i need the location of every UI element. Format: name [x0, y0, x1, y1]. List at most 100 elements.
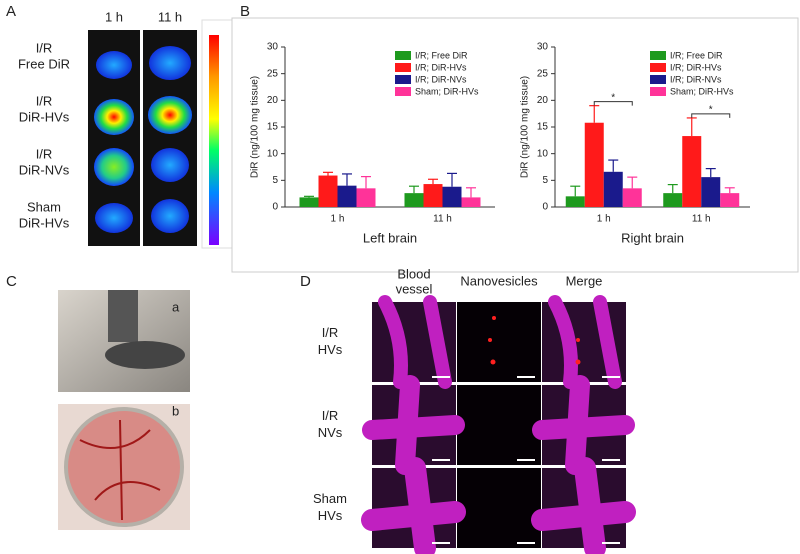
bar [682, 136, 702, 207]
bar [603, 171, 623, 207]
brain [95, 203, 133, 233]
legend-swatch [395, 51, 411, 60]
significance-mark: * [709, 105, 713, 116]
legend-label: I/R; DiR-HVs [670, 62, 722, 72]
legend-swatch [395, 63, 411, 72]
vessels [79, 419, 161, 521]
panel-label: D [300, 273, 311, 290]
bar [720, 193, 740, 207]
row-label: I/R [36, 146, 53, 161]
y-tick-label: 20 [267, 95, 279, 106]
panel-b-frame [231, 17, 799, 273]
photo-label: b [172, 403, 179, 418]
bar [299, 197, 319, 207]
brain [149, 46, 191, 80]
scale-bars [432, 376, 620, 544]
micrograph [457, 385, 541, 465]
dot [576, 338, 580, 342]
brain [94, 99, 134, 135]
significance-mark: * [611, 92, 615, 103]
vessel [362, 375, 465, 475]
significance-bracket [593, 101, 633, 106]
vessel-signal [361, 295, 636, 554]
bar [565, 196, 585, 207]
y-axis-label: DiR (ng/100 mg tissue) [520, 76, 531, 178]
brain [151, 148, 189, 182]
y-tick-label: 25 [267, 68, 279, 79]
vessel [532, 375, 635, 475]
y-tick-label: 20 [537, 95, 549, 106]
cranial-window [64, 407, 184, 527]
legend-swatch [395, 75, 411, 84]
vessel [361, 457, 466, 554]
legend-swatch [650, 87, 666, 96]
row-label: DiR-HVs [19, 215, 70, 230]
dot [490, 359, 496, 365]
legend-swatch [650, 51, 666, 60]
objective [108, 290, 138, 342]
legend-label: Sham; DiR-HVs [415, 86, 479, 96]
y-tick-label: 30 [537, 42, 549, 53]
nanovesicle-dots [488, 316, 581, 365]
legend-swatch [395, 87, 411, 96]
row-label: HVs [318, 508, 343, 523]
y-tick-label: 0 [542, 202, 548, 213]
row-label: I/R [36, 40, 53, 55]
row-label: NVs [318, 425, 343, 440]
y-tick-label: 25 [537, 68, 549, 79]
brain [148, 96, 192, 134]
legend-label: I/R; Free DiR [670, 50, 723, 60]
row-label: DiR-HVs [19, 109, 70, 124]
column-label: 1 h [105, 9, 123, 24]
dot [575, 359, 581, 365]
column-label: Nanovesicles [460, 273, 538, 288]
significance-bracket [691, 113, 731, 118]
legend-label: I/R; Free DiR [415, 50, 468, 60]
y-tick-label: 30 [267, 42, 279, 53]
row-label: Free DiR [18, 56, 70, 71]
x-axis-label: Left brain [363, 230, 417, 245]
photos [58, 290, 190, 530]
x-tick-label: 11 h [433, 214, 452, 225]
legend-label: I/R; DiR-NVs [415, 74, 467, 84]
y-tick-label: 15 [537, 122, 549, 133]
panel-label: C [6, 273, 17, 290]
column-label: Blood [397, 266, 430, 281]
y-tick-label: 15 [267, 122, 279, 133]
micrographs [361, 295, 636, 554]
vessel [378, 295, 452, 389]
bar [442, 186, 462, 207]
bar [404, 193, 424, 207]
vessel [548, 295, 622, 389]
panel-label: A [6, 3, 16, 20]
brain [151, 199, 189, 233]
x-tick-label: 1 h [331, 214, 345, 225]
dot [492, 316, 496, 320]
x-axis-label: Right brain [621, 230, 684, 245]
bar [337, 185, 357, 207]
y-tick-label: 5 [272, 175, 278, 186]
vessel [531, 457, 636, 554]
row-label: I/R [36, 93, 53, 108]
mouse [105, 341, 185, 369]
y-axis-label: DiR (ng/100 mg tissue) [250, 76, 261, 178]
bar [663, 193, 683, 207]
bar [622, 188, 642, 207]
column-label: vessel [396, 281, 433, 296]
legend-label: Sham; DiR-HVs [670, 86, 734, 96]
bar [701, 177, 721, 207]
row-label: Sham [27, 199, 61, 214]
brain [96, 51, 132, 79]
panel-label: B [240, 3, 250, 20]
photo-label: a [172, 299, 180, 314]
bar [461, 197, 481, 207]
column-label: 11 h [158, 9, 182, 24]
row-label: I/R [322, 408, 339, 423]
row-label: DiR-NVs [19, 162, 70, 177]
legend-label: I/R; DiR-HVs [415, 62, 467, 72]
micrograph [457, 468, 541, 548]
column-label: Merge [566, 273, 603, 288]
bar [356, 188, 376, 207]
